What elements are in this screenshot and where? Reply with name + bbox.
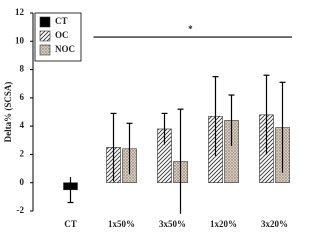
- y-tick-label: 2: [20, 148, 25, 158]
- x-tick-label: CT: [64, 219, 77, 229]
- y-tick-label: 0: [20, 177, 25, 187]
- x-tick-label: 1x50%: [108, 219, 135, 229]
- significance-marker: *: [188, 24, 193, 34]
- y-axis-label: Delta% (SCSA): [3, 82, 13, 143]
- y-tick-label: 8: [20, 64, 25, 74]
- y-tick-label: 6: [20, 92, 25, 102]
- legend-swatch: [39, 30, 51, 42]
- chart: Delta% (SCSA) -2 0 2 4 6 8 10 12 CT 1x50% 3x50% 1x2…: [3, 7, 292, 229]
- y-tick-label: 10: [15, 35, 25, 45]
- y-tick-label: 4: [20, 120, 25, 130]
- legend-swatch: [39, 44, 51, 56]
- legend-swatch: [39, 16, 51, 28]
- x-tick-label: 3x50%: [159, 219, 186, 229]
- legend-label: CT: [55, 16, 68, 26]
- x-tick-label: 3x20%: [261, 219, 288, 229]
- legend-label: NOC: [55, 44, 75, 54]
- y-tick-label: -2: [17, 205, 25, 215]
- x-tick-label: 1x20%: [210, 219, 237, 229]
- y-tick-label: 12: [15, 7, 25, 17]
- legend-label: OC: [55, 30, 69, 40]
